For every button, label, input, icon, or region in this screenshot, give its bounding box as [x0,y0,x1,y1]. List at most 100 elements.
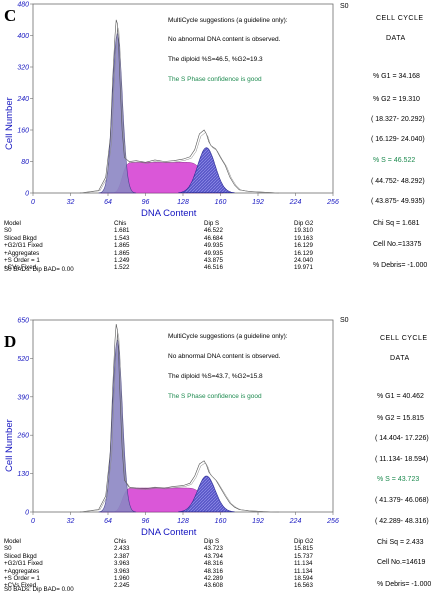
cell-model: +Aggregates [4,249,40,257]
raw-histogram-trace [81,331,281,513]
y-tick-label: 0 [25,510,29,517]
cell-model: +CVs Fixed [4,264,37,272]
cell-model: +S Order = 1 [4,257,40,265]
table-row: +Aggregates 1.865 49.935 16.129 [4,250,313,257]
header-model: Model [4,220,21,227]
cell-model: Sliced Bkgd [4,552,37,560]
model-table: Model Chis Dip S Dip G2 S0 1.681 46.522 19.… [4,220,313,272]
y-tick-label: 80 [21,159,29,166]
cell-dip-g2: 11.134 [294,567,313,575]
cell-chis: 2.387 [114,552,130,560]
cell-dip-g2: 19.310 [294,227,313,235]
panel-letter: D [4,332,17,351]
suggestion-diploid: The diploid %S=46.5, %G2=19.3 [168,56,263,63]
cell-dip-g2: 18.594 [294,575,313,583]
x-tick-label: 128 [177,518,189,525]
model-table-header: Model Chis Dip S Dip G2 [4,220,313,227]
cell-model: +CVs Fixed [4,582,37,590]
x-tick-label: 160 [215,518,227,525]
cell-chis: 2.245 [114,582,130,590]
cell-dip-s: 48.316 [204,560,223,568]
cell-chis: 3.963 [114,560,130,568]
histogram-d: 0 32 64 96 128 160 192 224 256 0 130 260 390 520 650 [16,318,339,526]
cell-dip-s: 48.316 [204,567,223,575]
x-tick-label: 128 [177,199,189,206]
x-tick-label: 32 [67,199,75,206]
histogram-c: 0 32 64 96 128 160 192 224 256 0 80 160 240 320 400 480 [16,2,339,207]
s0-tag: S0 [340,3,349,10]
cell-cycle-subtitle: DATA [390,355,410,362]
cell-dip-g2: 16.129 [294,249,313,257]
cell-model: +S Order = 1 [4,575,40,583]
y-tick-label: 240 [16,96,29,103]
cell-chis: 1.865 [114,249,130,257]
cell-dip-s: 46.516 [204,264,223,272]
cell-dip-s: 42.289 [204,575,223,583]
raw-histogram [79,323,280,513]
cell-count: Cell No.=13375 [373,241,422,248]
cell-dip-s: 43.794 [204,552,223,560]
x-axis-label: DNA Content [141,208,197,219]
g1-percent: % G1 = 40.462 [377,393,424,400]
x-tick-label: 256 [326,518,339,525]
x-tick-label: 96 [142,518,150,525]
raw-histogram [79,19,280,194]
cell-chis: 1.522 [114,264,130,272]
cell-dip-s: 49.935 [204,249,223,257]
cell-dip-g2: 15.737 [294,552,313,560]
s-range-1: ( 16.129- 24.040) [371,136,425,143]
x-tick-label: 256 [326,199,339,206]
panel-d: 0 32 64 96 128 160 192 224 256 0 130 260 390 520 650 D… [0,312,439,612]
debris-percent: % Debris= -1.000 [373,262,428,269]
x-tick-label: 64 [104,199,112,206]
suggestion-abnormal: No abnormal DNA content is observed. [168,36,281,43]
table-row: +G2/G1 Fixed 3.963 48.316 11.134 [4,560,313,567]
x-tick-label: 96 [142,199,150,206]
suggestions-title: MultiCycle suggestions (a guideline only… [168,333,288,340]
table-row: +S Order = 1 1.960 42.289 18.594 [4,575,313,582]
y-tick-label: 130 [17,471,29,478]
suggestions-title: MultiCycle suggestions (a guideline only… [168,17,288,24]
g1-percent: % G1 = 34.168 [373,73,420,80]
g2-percent: % G2 = 15.815 [377,415,424,422]
s0-tag: S0 [340,317,349,324]
x-tick-label: 192 [252,518,264,525]
raw-histogram-trace [81,26,281,194]
cell-cycle-title: CELL CYCLE [376,15,424,22]
cell-dip-s: 43.608 [204,582,223,590]
cell-model: S0 [4,545,12,553]
cell-dip-s: 43.723 [204,545,223,553]
header-model: Model [4,538,21,545]
panel-letter: C [4,6,17,25]
plot-area [32,3,334,194]
s-range-1: ( 11.134- 18.594) [375,456,429,463]
s-percent: % S = 43.723 [377,476,420,483]
s-range-2: ( 44.752- 48.292) [371,178,425,185]
bads-line: S0 BADs: Dip BAD= 0.00 [4,266,74,273]
suggestion-confidence: The S Phase confidence is good [168,76,262,83]
cell-model: S0 [4,227,12,235]
cell-chis: 1.543 [114,234,130,242]
cell-chis: 3.963 [114,567,130,575]
g2-percent: % G2 = 19.310 [373,96,420,103]
header-dip-s: Dip S [204,220,220,227]
cell-count: Cell No.=14619 [377,559,426,566]
cell-cycle-subtitle: DATA [386,35,406,42]
model-table-header: Model Chis Dip S Dip G2 [4,538,313,545]
s-range-3: ( 43.875- 49.935) [371,198,425,205]
header-dip-s: Dip S [204,538,220,545]
cell-chis: 2.433 [114,545,130,553]
cell-dip-s: 46.684 [204,234,223,242]
panel-c: 0 32 64 96 128 160 192 224 256 0 80 160 240 320 400 480… [0,0,439,300]
x-tick-label: 192 [252,199,264,206]
x-tick-label: 0 [31,518,35,525]
cell-dip-g2: 24.040 [294,257,313,265]
x-tick-label: 160 [215,199,227,206]
table-row: S0 1.681 46.522 19.310 [4,227,313,234]
table-row: +Aggregates 3.963 48.316 11.134 [4,568,313,575]
plot-area [32,319,334,513]
y-tick-label: 650 [17,318,29,325]
y-tick-label: 400 [17,33,29,40]
cell-dip-g2: 19.971 [294,264,313,272]
cell-dip-s: 46.522 [204,227,223,235]
